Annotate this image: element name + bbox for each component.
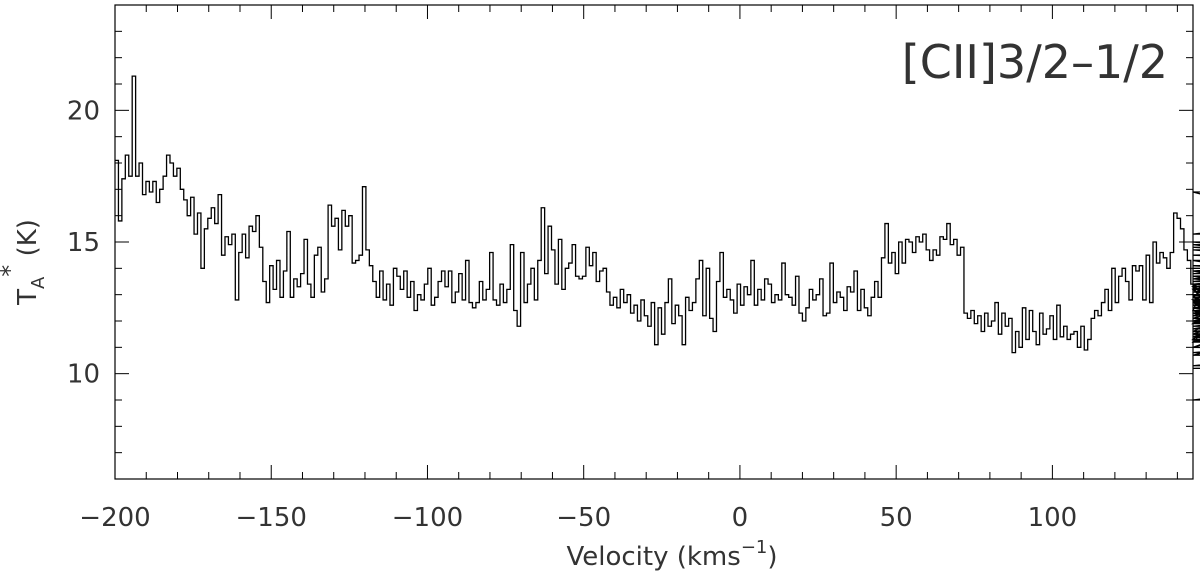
y-tick-label: 10 [67, 360, 100, 390]
x-axis-label: Velocity (kms−1) [566, 537, 777, 572]
x-tick-labels: −200 −150 −100 −50 0 50 100 [79, 503, 1077, 533]
y-axis-label-sub: A [28, 276, 49, 289]
x-axis-label-tail: ) [767, 542, 777, 572]
y-axis-label-main: T [13, 289, 43, 306]
y-axis-label-sup: * [0, 265, 24, 277]
y-axis-label-tail: (K) [13, 219, 43, 265]
x-tick-label: −100 [392, 503, 463, 533]
x-tick-label: 50 [880, 503, 913, 533]
axis-ticks [114, 4, 1193, 479]
line-label: [CII]3/2–1/2 [902, 35, 1168, 89]
x-axis-label-sup: −1 [741, 537, 768, 558]
y-tick-labels: 10 15 20 [67, 96, 100, 389]
x-tick-label: 0 [732, 503, 749, 533]
plot-frame [114, 4, 1194, 480]
y-tick-label: 20 [67, 96, 100, 126]
x-tick-label: −50 [556, 503, 611, 533]
x-tick-label: −150 [236, 503, 307, 533]
y-axis-label: TA * (K) [0, 219, 49, 306]
x-axis-label-main: Velocity (kms [566, 542, 740, 572]
spectrum-series-line [115, 75, 1200, 401]
y-tick-label: 15 [67, 228, 100, 258]
x-tick-label: 100 [1028, 503, 1078, 533]
x-tick-label: −200 [79, 503, 150, 533]
